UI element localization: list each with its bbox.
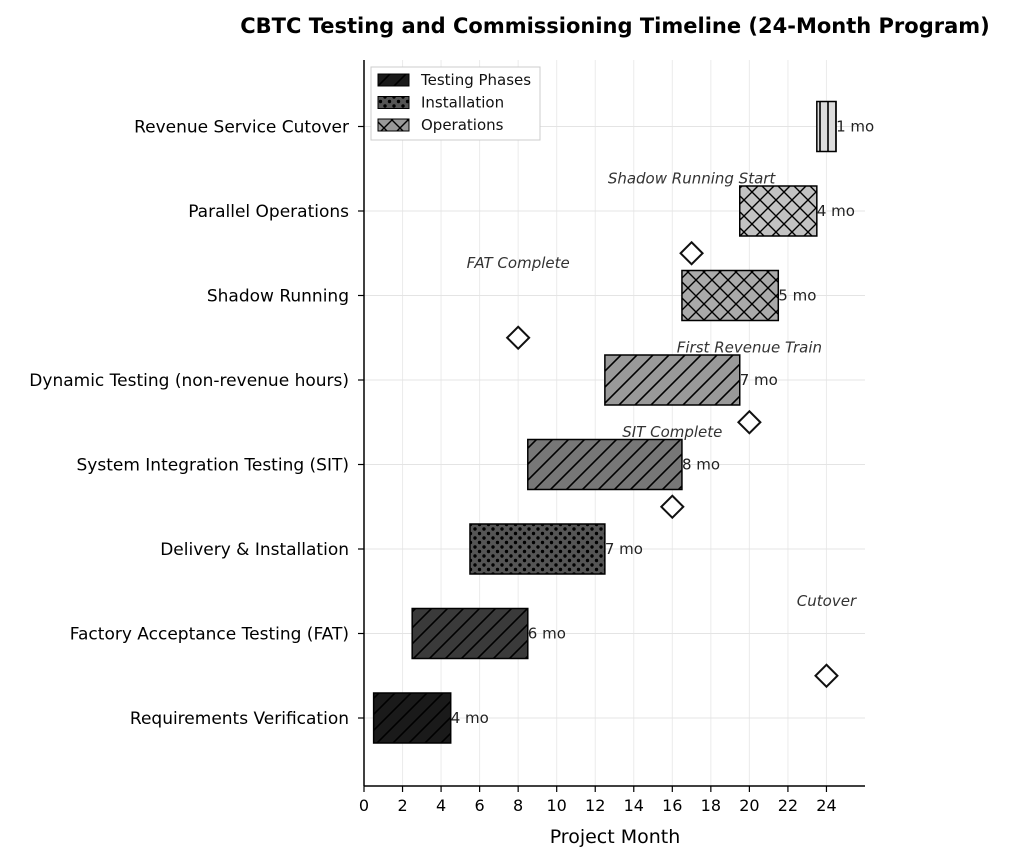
x-tick-label: 18 [701, 796, 721, 815]
y-tick-label: Delivery & Installation [160, 540, 349, 560]
gantt-bar [469, 523, 606, 575]
duration-label: 4 mo [451, 709, 489, 727]
x-tick-label: 20 [739, 796, 759, 815]
milestone-label: FAT Complete [467, 254, 570, 272]
milestone-label: Shadow Running Start [608, 169, 777, 187]
gantt-bar [372, 692, 452, 744]
y-tick-label: Requirements Verification [130, 709, 349, 729]
x-tick-label: 22 [778, 796, 798, 815]
x-tick-label: 2 [397, 796, 407, 815]
milestone-label: Cutover [797, 592, 857, 610]
gantt-bar [739, 185, 818, 237]
milestone-marker [659, 494, 685, 520]
legend-swatch [377, 73, 410, 87]
legend-swatch-pattern [377, 96, 410, 109]
x-tick-label: 10 [547, 796, 567, 815]
y-tick-label: Revenue Service Cutover [134, 118, 349, 138]
bar-pattern [372, 692, 452, 744]
milestones: FAT Complete SIT Complete First Revenue Tr… [467, 169, 857, 689]
x-tick-label: 6 [475, 796, 485, 815]
bar-pattern [681, 269, 780, 322]
milestone-label: SIT Complete [622, 423, 722, 441]
bar-pattern [527, 438, 683, 491]
x-tick-label: 16 [662, 796, 682, 815]
y-tick-label: System Integration Testing (SIT) [77, 456, 350, 476]
gantt-bar [604, 354, 741, 406]
gantt-bar [411, 607, 529, 660]
x-tick-label: 4 [436, 796, 446, 815]
legend-swatch-pattern [377, 73, 410, 87]
legend-swatch [377, 118, 410, 132]
bars: 4 mo 6 mo 7 mo 8 mo 7 mo 5 mo 4 mo 1 mo [372, 100, 874, 744]
duration-label: 6 mo [528, 625, 566, 643]
legend-label: Testing Phases [420, 71, 531, 89]
gantt-bar [816, 100, 837, 153]
gantt-bar [681, 269, 780, 322]
duration-label: 8 mo [682, 456, 720, 474]
milestone-marker [814, 663, 839, 689]
gantt-bar [527, 438, 683, 491]
x-tick-label: 12 [585, 796, 605, 815]
x-axis-label: Project Month [550, 826, 681, 848]
bar-pattern [469, 523, 606, 575]
duration-label: 1 mo [836, 118, 874, 136]
x-tick-label: 14 [624, 796, 644, 815]
duration-label: 4 mo [817, 202, 855, 220]
legend-label: Installation [421, 94, 504, 112]
x-tick-label: 8 [513, 796, 523, 815]
y-tick-label: Dynamic Testing (non-revenue hours) [29, 371, 349, 391]
legend-label: Operations [421, 116, 504, 134]
duration-label: 7 mo [605, 540, 643, 558]
legend: Testing Phases Installation Operations [370, 66, 541, 141]
bar-pattern [816, 100, 837, 153]
x-tick-label: 24 [816, 796, 836, 815]
milestone-marker [679, 240, 704, 266]
milestone-label: First Revenue Train [677, 338, 822, 356]
y-tick-label: Factory Acceptance Testing (FAT) [70, 625, 349, 645]
chart-title: CBTC Testing and Commissioning Timeline … [240, 14, 989, 38]
duration-label: 5 mo [778, 287, 816, 305]
legend-swatch-pattern [377, 118, 410, 132]
bar-pattern [604, 354, 741, 406]
bar-pattern [739, 185, 818, 237]
milestone-marker [505, 325, 531, 351]
legend-swatch [377, 96, 410, 109]
duration-label: 7 mo [740, 371, 778, 389]
y-tick-label: Shadow Running [207, 287, 349, 307]
milestone-marker [736, 409, 762, 435]
x-tick-label: 0 [359, 796, 369, 815]
bar-pattern [411, 607, 529, 660]
axes: Requirements Verification Factory Accepta… [29, 60, 865, 815]
y-tick-label: Parallel Operations [188, 202, 349, 222]
